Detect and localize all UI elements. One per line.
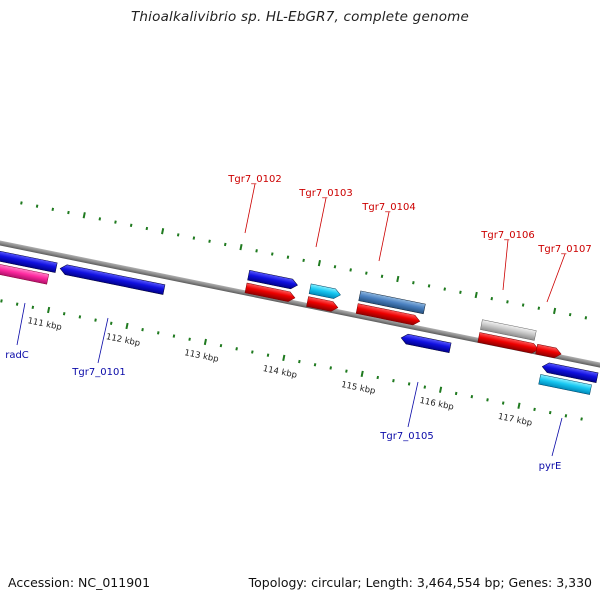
gene-label-radc[interactable]: radC	[5, 350, 29, 361]
gene-pyre-cds[interactable]	[538, 374, 592, 395]
kbp-label-115: 115 kbp	[340, 380, 376, 397]
gene-label-tgr7-0106[interactable]: Tgr7_0106	[480, 230, 534, 241]
gene-callouts	[16, 183, 566, 457]
gene-tgr7-0105[interactable]	[400, 333, 452, 354]
gene-label-tgr7-0102[interactable]: Tgr7_0102	[227, 174, 281, 185]
gene-label-tgr7-0104[interactable]: Tgr7_0104	[361, 202, 415, 213]
genome-backbone	[0, 232, 600, 382]
gene-tgr7-0106[interactable]	[480, 319, 537, 341]
gene-tgr7-0107[interactable]	[535, 343, 562, 359]
gene-radc-cds[interactable]	[0, 262, 50, 285]
gene-label-tgr7-0101[interactable]: Tgr7_0101	[71, 367, 125, 378]
kbp-label-116: 116 kbp	[419, 396, 455, 413]
map-title: Thioalkalivibrio sp. HL-EbGR7, complete …	[130, 9, 470, 25]
gene-label-tgr7-0107[interactable]: Tgr7_0107	[537, 244, 591, 255]
kbp-label-114: 114 kbp	[262, 364, 298, 381]
gene-tgr7-0102-cds[interactable]	[244, 282, 296, 303]
gene-label-tgr7-0103[interactable]: Tgr7_0103	[298, 188, 352, 199]
kbp-label-112: 112 kbp	[105, 332, 141, 349]
reverse-tick-row	[0, 299, 583, 421]
gene-tgr7-0103[interactable]	[308, 283, 341, 300]
gene-tgr7-0102[interactable]	[247, 270, 299, 290]
kbp-label-113: 113 kbp	[183, 348, 219, 365]
gene-tgr7-0104[interactable]	[358, 290, 426, 315]
gene-tgr7-0104-cds[interactable]	[355, 303, 421, 327]
kbp-label-117: 117 kbp	[497, 412, 533, 429]
gene-tgr7-0101[interactable]	[59, 264, 166, 295]
genome-summary-text: Topology: circular; Length: 3,464,554 bp…	[248, 575, 592, 590]
gene-pyre[interactable]	[541, 362, 599, 383]
gene-label-pyre[interactable]: pyrE	[539, 461, 562, 472]
gene-radc[interactable]	[0, 250, 58, 273]
gene-labels: Tgr7_0102 Tgr7_0103 Tgr7_0104 Tgr7_0106 …	[5, 174, 591, 472]
accession-text: Accession: NC_011901	[8, 575, 151, 590]
gene-tgr7-0106-cds[interactable]	[477, 332, 540, 354]
forward-tick-row	[20, 201, 588, 320]
kbp-label-111: 111 kbp	[27, 316, 63, 333]
gene-label-tgr7-0105[interactable]: Tgr7_0105	[379, 431, 433, 442]
gene-tgr7-0103-cds[interactable]	[306, 296, 339, 313]
